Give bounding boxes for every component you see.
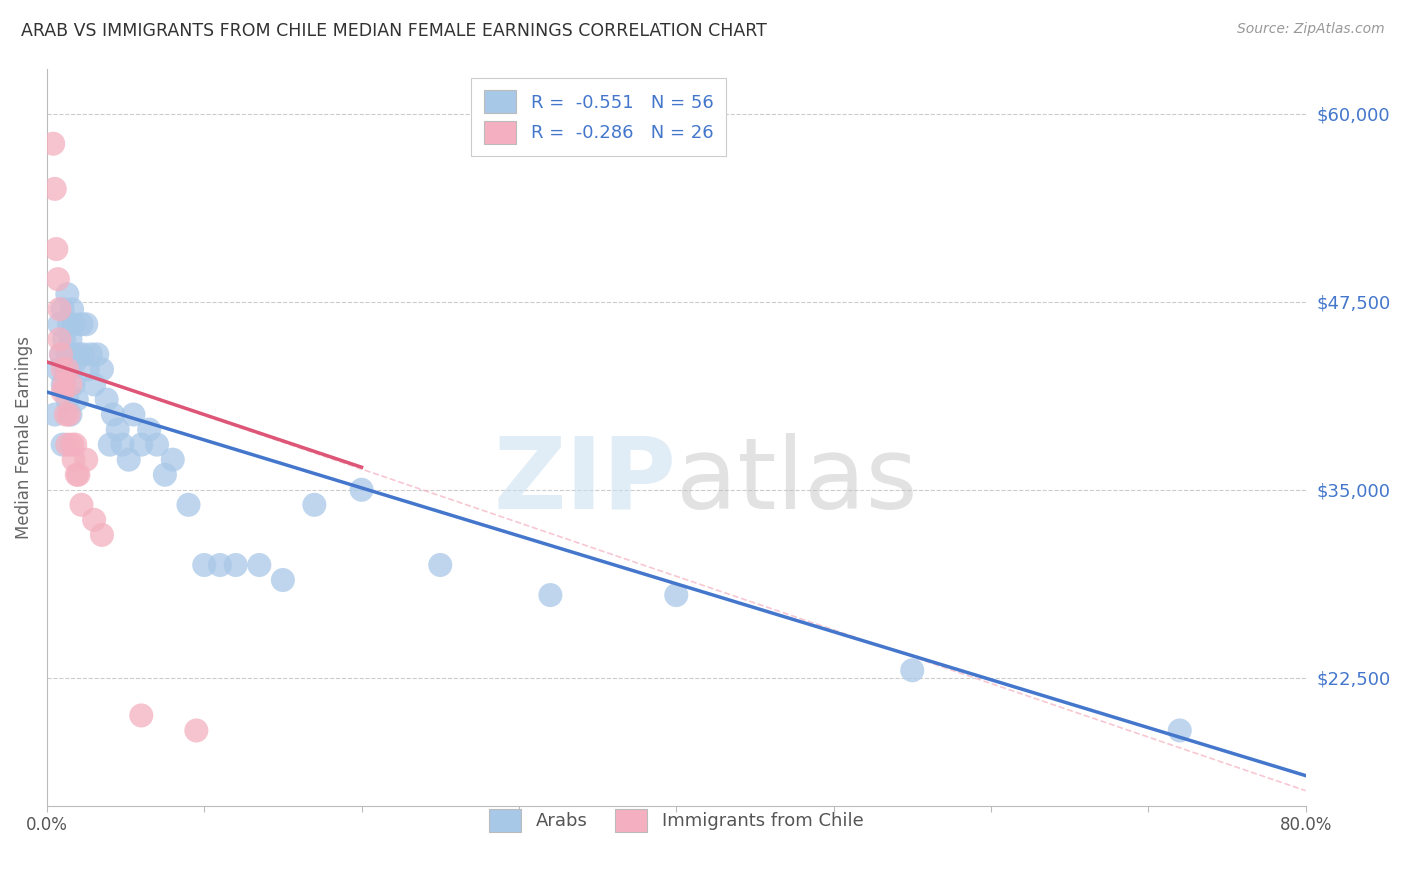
Point bbox=[49, 347, 72, 361]
Point bbox=[138, 423, 160, 437]
Point bbox=[45, 242, 67, 256]
Text: atlas: atlas bbox=[676, 433, 918, 530]
Point bbox=[86, 347, 108, 361]
Point bbox=[91, 528, 114, 542]
Point bbox=[72, 347, 94, 361]
Point bbox=[98, 437, 121, 451]
Legend: Arabs, Immigrants from Chile: Arabs, Immigrants from Chile bbox=[477, 797, 876, 845]
Point bbox=[58, 318, 80, 332]
Text: Source: ZipAtlas.com: Source: ZipAtlas.com bbox=[1237, 22, 1385, 37]
Point bbox=[107, 423, 129, 437]
Point bbox=[67, 347, 90, 361]
Text: ARAB VS IMMIGRANTS FROM CHILE MEDIAN FEMALE EARNINGS CORRELATION CHART: ARAB VS IMMIGRANTS FROM CHILE MEDIAN FEM… bbox=[21, 22, 766, 40]
Point bbox=[49, 347, 72, 361]
Point bbox=[91, 362, 114, 376]
Point bbox=[62, 452, 84, 467]
Point bbox=[63, 437, 86, 451]
Point bbox=[96, 392, 118, 407]
Point bbox=[60, 302, 83, 317]
Point bbox=[53, 332, 76, 346]
Point bbox=[186, 723, 208, 738]
Point bbox=[60, 347, 83, 361]
Point bbox=[56, 362, 79, 376]
Point bbox=[56, 287, 79, 301]
Point bbox=[63, 355, 86, 369]
Point bbox=[44, 182, 66, 196]
Point bbox=[60, 437, 83, 451]
Point bbox=[118, 452, 141, 467]
Point bbox=[52, 384, 75, 399]
Point bbox=[55, 408, 77, 422]
Point bbox=[48, 302, 70, 317]
Point bbox=[901, 663, 924, 677]
Point bbox=[122, 408, 145, 422]
Point bbox=[538, 588, 561, 602]
Point bbox=[83, 377, 105, 392]
Point bbox=[53, 377, 76, 392]
Point bbox=[62, 377, 84, 392]
Point bbox=[208, 558, 231, 572]
Point bbox=[153, 467, 176, 482]
Point bbox=[101, 408, 124, 422]
Point bbox=[70, 498, 93, 512]
Point bbox=[59, 332, 82, 346]
Point bbox=[66, 467, 89, 482]
Point bbox=[66, 392, 89, 407]
Point bbox=[304, 498, 326, 512]
Point bbox=[350, 483, 373, 497]
Point bbox=[52, 362, 75, 376]
Point bbox=[75, 452, 97, 467]
Point bbox=[429, 558, 451, 572]
Point bbox=[76, 362, 98, 376]
Point bbox=[58, 362, 80, 376]
Text: ZIP: ZIP bbox=[494, 433, 676, 530]
Point bbox=[665, 588, 688, 602]
Point bbox=[48, 332, 70, 346]
Point bbox=[59, 377, 82, 392]
Y-axis label: Median Female Earnings: Median Female Earnings bbox=[15, 335, 32, 539]
Point bbox=[46, 362, 69, 376]
Point bbox=[247, 558, 270, 572]
Point bbox=[56, 347, 79, 361]
Point bbox=[62, 318, 84, 332]
Point bbox=[58, 408, 80, 422]
Point bbox=[271, 573, 294, 587]
Point bbox=[48, 318, 70, 332]
Point bbox=[55, 362, 77, 376]
Point bbox=[80, 347, 103, 361]
Point bbox=[1168, 723, 1191, 738]
Point bbox=[52, 437, 75, 451]
Point bbox=[162, 452, 184, 467]
Point bbox=[129, 708, 152, 723]
Point bbox=[56, 392, 79, 407]
Point bbox=[44, 408, 66, 422]
Point bbox=[75, 318, 97, 332]
Point bbox=[42, 136, 65, 151]
Point bbox=[225, 558, 247, 572]
Point bbox=[52, 302, 75, 317]
Point bbox=[59, 408, 82, 422]
Point bbox=[46, 272, 69, 286]
Point bbox=[56, 437, 79, 451]
Point bbox=[70, 318, 93, 332]
Point bbox=[111, 437, 134, 451]
Point bbox=[177, 498, 200, 512]
Point bbox=[67, 467, 90, 482]
Point bbox=[52, 377, 75, 392]
Point bbox=[193, 558, 215, 572]
Point bbox=[146, 437, 169, 451]
Point bbox=[129, 437, 152, 451]
Point bbox=[83, 513, 105, 527]
